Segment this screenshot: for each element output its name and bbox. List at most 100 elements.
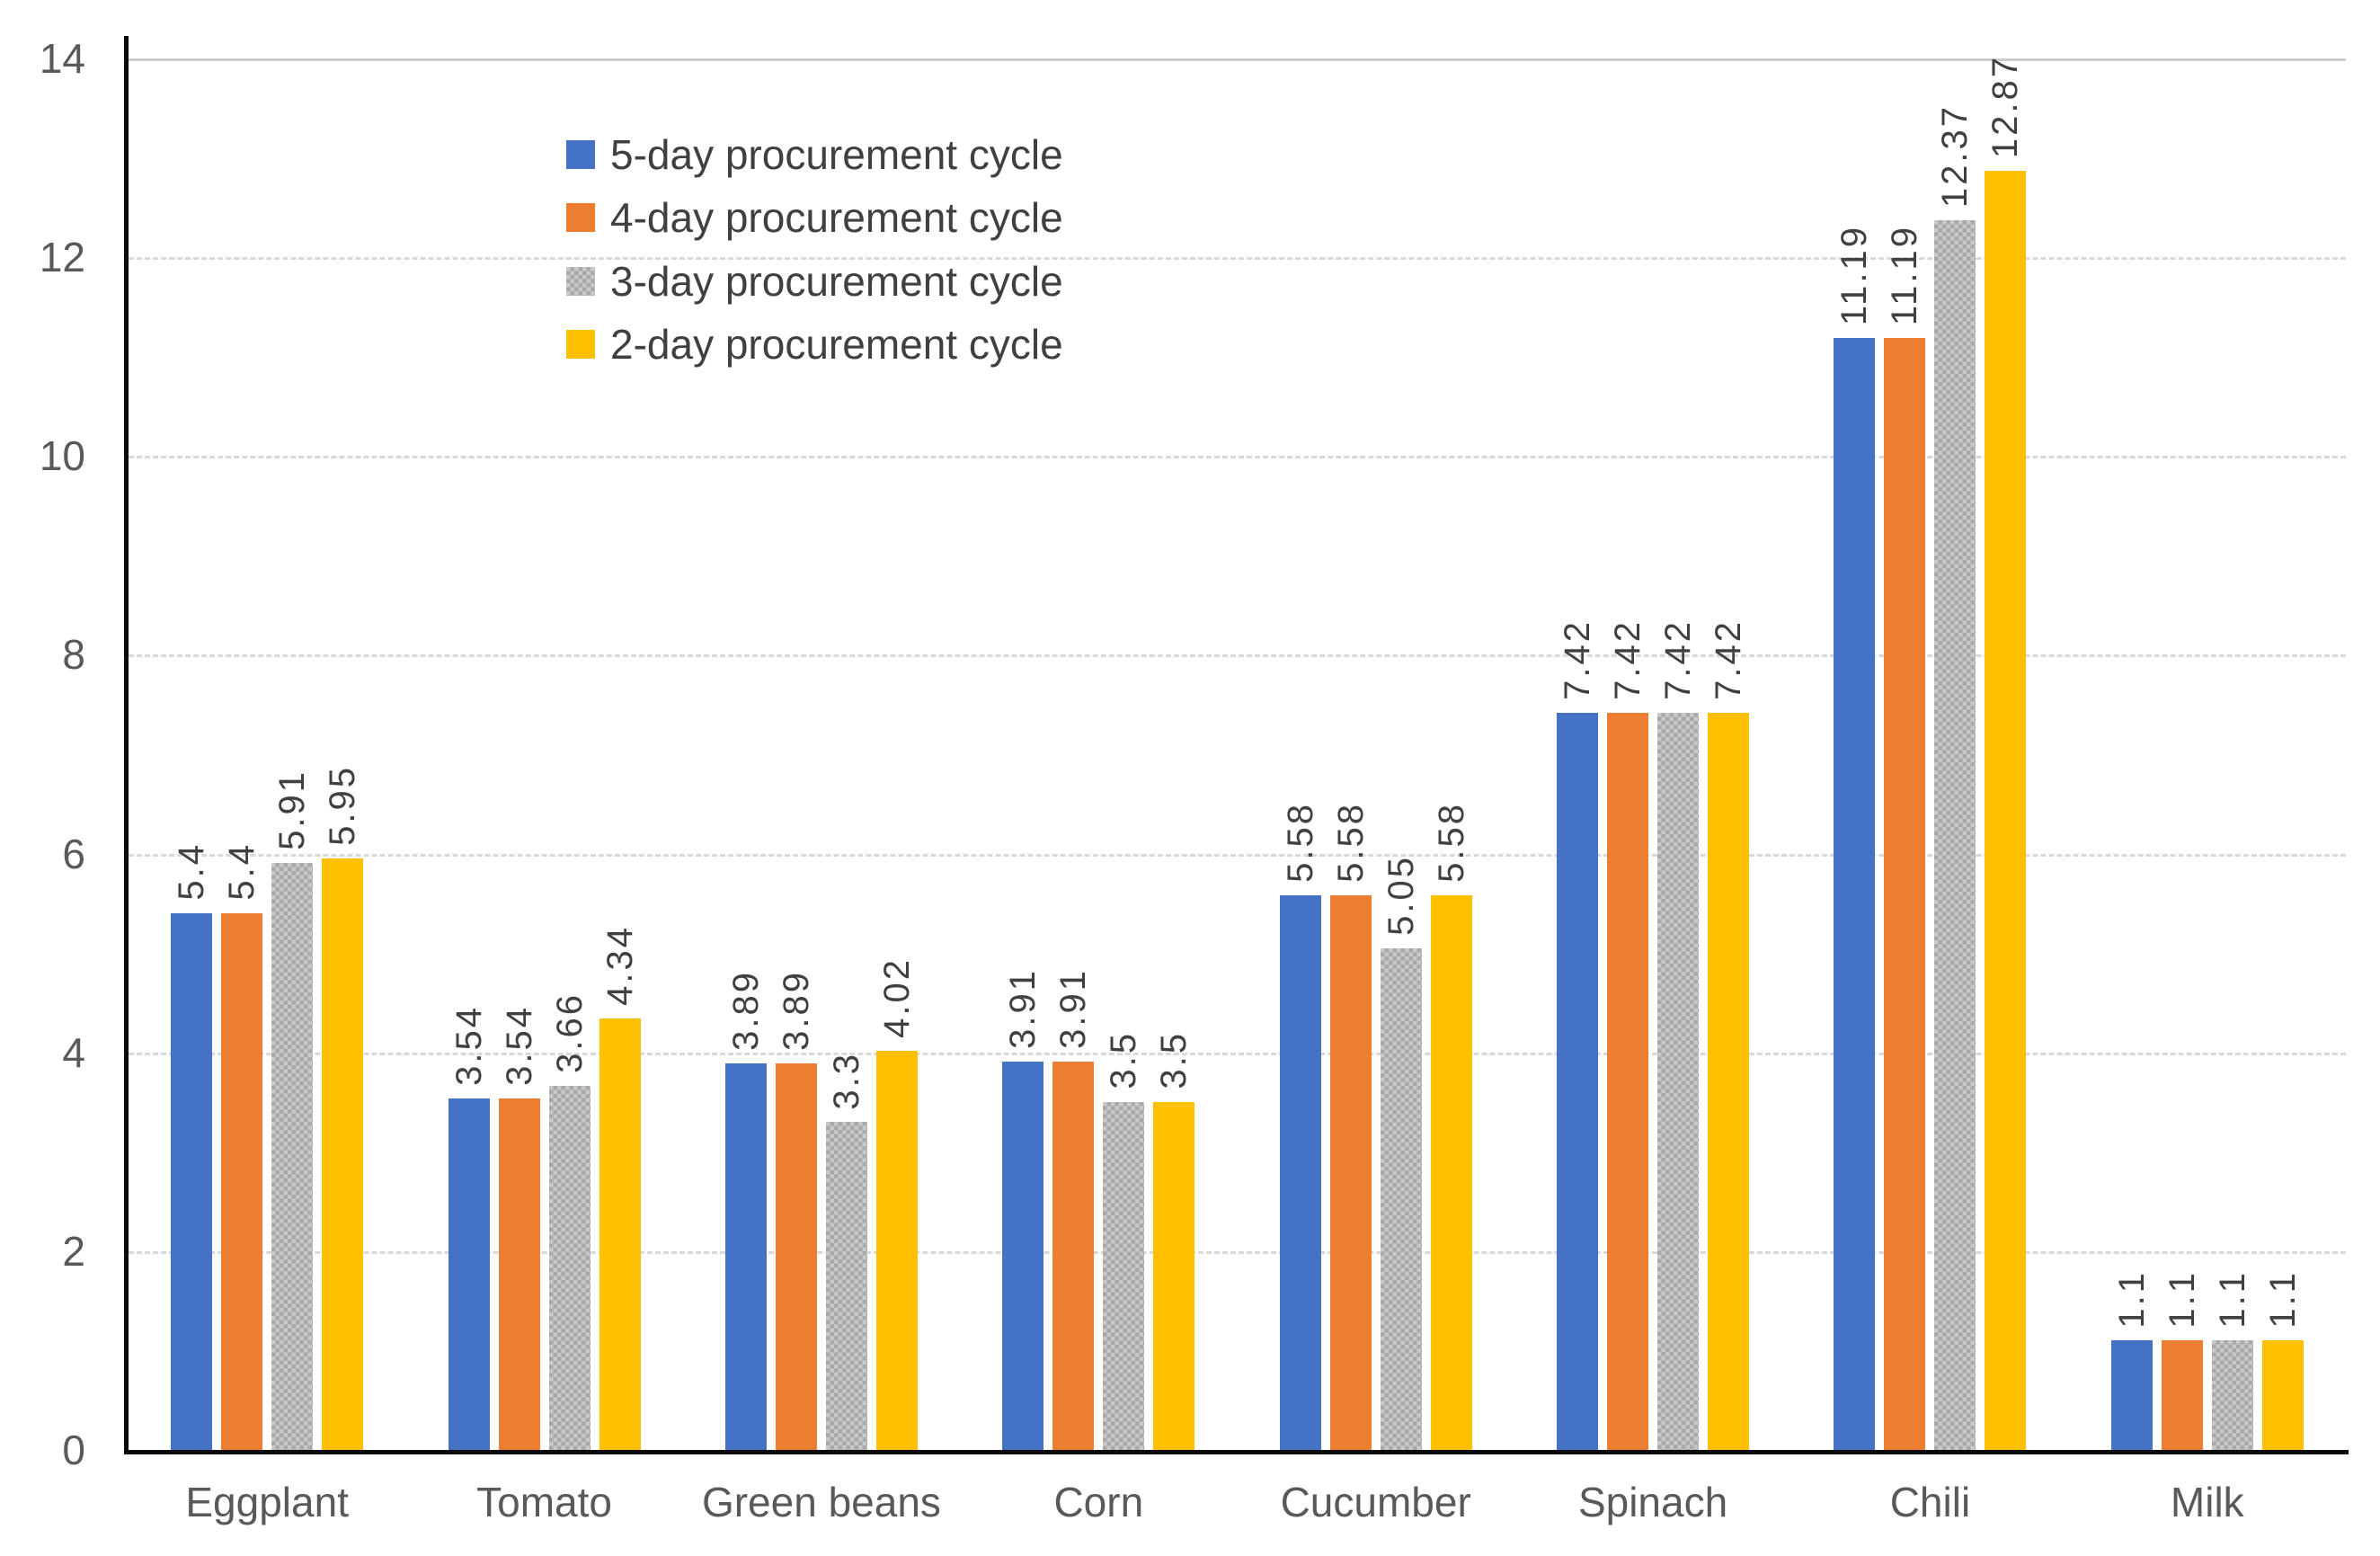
bar-green-beans-series-4: 4.02 bbox=[875, 957, 918, 1450]
bar-value-label: 11.19 bbox=[1885, 224, 1925, 325]
bar-value-label: 5.95 bbox=[323, 765, 363, 847]
bar-value-label: 11.19 bbox=[1834, 224, 1875, 325]
category-label-cucumber: Cucumber bbox=[1280, 1479, 1471, 1525]
bar-tomato-series-4: 4.34 bbox=[599, 925, 641, 1450]
bar-corn-series-2: 3.91 bbox=[1052, 968, 1095, 1450]
bar-value-label: 5.58 bbox=[1431, 802, 1471, 884]
bar-eggplant-series-2: 5.4 bbox=[221, 842, 263, 1450]
bar-cucumber-series-1: 5.58 bbox=[1279, 802, 1321, 1450]
bar-cucumber-series-2: 5.58 bbox=[1329, 802, 1372, 1450]
legend-label: 5-day procurement cycle bbox=[610, 131, 1063, 178]
x-axis-line bbox=[124, 1450, 2349, 1454]
bar-eggplant-series-3: 5.91 bbox=[271, 769, 314, 1450]
bar-group-green-beans: 3.89 3.89 3.3 4.02 bbox=[683, 58, 960, 1450]
bar-groups: 5.4 5.4 5.91 5.95 3.54 3.54 3.66 4.34 3.89 3.89 3.… bbox=[129, 55, 2346, 1450]
bar-group-cucumber: 5.58 5.58 5.05 5.58 bbox=[1238, 58, 1514, 1450]
bar-spinach-series-1: 7.42 bbox=[1557, 619, 1599, 1450]
bar-value-label: 3.91 bbox=[1003, 967, 1043, 1049]
gridline-14 bbox=[129, 58, 2346, 61]
bar-spinach-series-2: 7.42 bbox=[1607, 619, 1649, 1450]
category-label-corn: Corn bbox=[1053, 1479, 1144, 1525]
bar-milk-series-1: 1.1 bbox=[2110, 1270, 2153, 1450]
legend-swatch-icon bbox=[566, 203, 595, 233]
gridline-4 bbox=[129, 1052, 2346, 1055]
bar-group-chili: 11.19 11.19 12.37 12.87 bbox=[1791, 55, 2068, 1450]
y-axis-label-12: 12 bbox=[39, 234, 85, 281]
bar-milk-series-4: 1.1 bbox=[2261, 1270, 2304, 1450]
bar-value-label: 12.87 bbox=[1985, 54, 2026, 158]
bar-value-label: 3.66 bbox=[549, 992, 590, 1074]
bar-value-label: 7.42 bbox=[1658, 618, 1699, 700]
legend-item-3-day-procurement-cycle: 3-day procurement cycle bbox=[566, 257, 1063, 305]
gridline-10 bbox=[129, 456, 2346, 459]
y-axis-label-6: 6 bbox=[62, 830, 85, 877]
bar-value-label: 3.54 bbox=[499, 1004, 539, 1086]
bar-value-label: 3.5 bbox=[1154, 1031, 1194, 1089]
bar-green-beans-series-2: 3.89 bbox=[775, 970, 817, 1450]
legend-label: 3-day procurement cycle bbox=[610, 257, 1063, 305]
y-axis-label-10: 10 bbox=[39, 432, 85, 480]
y-axis-label-4: 4 bbox=[62, 1028, 85, 1076]
y-axis-labels: 0 2 4 6 8 10 12 14 bbox=[0, 38, 85, 1471]
legend-label: 4-day procurement cycle bbox=[610, 194, 1063, 242]
bar-value-label: 1.1 bbox=[2212, 1269, 2252, 1329]
bar-tomato-series-3: 3.66 bbox=[548, 992, 591, 1450]
gridline-2 bbox=[129, 1250, 2346, 1254]
bar-tomato-series-1: 3.54 bbox=[448, 1005, 490, 1450]
legend-swatch-icon bbox=[566, 330, 595, 360]
bar-value-label: 5.4 bbox=[222, 842, 262, 901]
category-label-milk: Milk bbox=[2170, 1479, 2244, 1525]
bar-value-label: 5.58 bbox=[1280, 802, 1320, 884]
legend-label: 2-day procurement cycle bbox=[610, 320, 1063, 368]
bar-value-label: 5.05 bbox=[1381, 854, 1421, 936]
bar-value-label: 3.5 bbox=[1104, 1031, 1144, 1089]
bar-value-label: 3.89 bbox=[725, 970, 766, 1051]
category-label-green-beans: Green beans bbox=[701, 1479, 941, 1525]
bar-cucumber-series-4: 5.58 bbox=[1430, 802, 1472, 1450]
bar-value-label: 1.1 bbox=[2162, 1269, 2202, 1329]
bar-chili-series-1: 11.19 bbox=[1834, 225, 1876, 1450]
bar-spinach-series-3: 7.42 bbox=[1657, 619, 1700, 1450]
bar-corn-series-3: 3.5 bbox=[1103, 1031, 1145, 1450]
gridline-12 bbox=[129, 257, 2346, 261]
bar-corn-series-1: 3.91 bbox=[1002, 968, 1044, 1450]
bar-group-spinach: 7.42 7.42 7.42 7.42 bbox=[1514, 58, 1791, 1450]
bar-value-label: 3.54 bbox=[448, 1004, 489, 1086]
bar-value-label: 4.02 bbox=[876, 956, 917, 1038]
bar-green-beans-series-1: 3.89 bbox=[724, 970, 767, 1450]
gridline-8 bbox=[129, 654, 2346, 658]
bar-chili-series-2: 11.19 bbox=[1884, 225, 1926, 1450]
bar-corn-series-4: 3.5 bbox=[1153, 1031, 1195, 1450]
bar-milk-series-3: 1.1 bbox=[2211, 1270, 2253, 1450]
bar-value-label: 3.3 bbox=[826, 1051, 866, 1110]
legend-swatch-icon bbox=[566, 140, 595, 170]
legend: 5-day procurement cycle 4-day procurement… bbox=[566, 133, 1063, 386]
y-axis-label-0: 0 bbox=[62, 1427, 85, 1473]
bar-value-label: 5.4 bbox=[172, 842, 212, 901]
category-label-chili: Chili bbox=[1889, 1479, 1971, 1525]
y-axis-label-2: 2 bbox=[62, 1227, 85, 1275]
category-label-spinach: Spinach bbox=[1577, 1479, 1728, 1525]
bar-value-label: 5.91 bbox=[272, 769, 313, 850]
y-axis-label-8: 8 bbox=[62, 631, 85, 679]
bar-value-label: 7.42 bbox=[1608, 618, 1648, 700]
bar-value-label: 1.1 bbox=[2111, 1269, 2152, 1329]
bar-chili-series-4: 12.87 bbox=[1985, 55, 2027, 1450]
bar-chili-series-3: 12.37 bbox=[1934, 104, 1976, 1450]
bar-value-label: 7.42 bbox=[1709, 618, 1749, 700]
category-label-tomato: Tomato bbox=[476, 1479, 612, 1525]
bar-group-milk: 1.1 1.1 1.1 1.1 bbox=[2069, 58, 2346, 1450]
bar-group-eggplant: 5.4 5.4 5.91 5.95 bbox=[129, 58, 405, 1450]
bar-value-label: 3.89 bbox=[776, 970, 816, 1051]
legend-item-4-day-procurement-cycle: 4-day procurement cycle bbox=[566, 194, 1063, 242]
bar-value-label: 3.91 bbox=[1053, 967, 1094, 1049]
bar-group-tomato: 3.54 3.54 3.66 4.34 bbox=[405, 58, 682, 1450]
category-label-eggplant: Eggplant bbox=[185, 1479, 349, 1525]
plot-area: 5.4 5.4 5.91 5.95 3.54 3.54 3.66 4.34 3.89 3.89 3.… bbox=[129, 55, 2346, 1450]
bar-value-label: 1.1 bbox=[2262, 1269, 2303, 1329]
x-axis-labels: Eggplant Tomato Green beans Corn Cucumber Spi… bbox=[129, 1481, 2346, 1523]
legend-item-5-day-procurement-cycle: 5-day procurement cycle bbox=[566, 133, 1063, 176]
legend-swatch-icon bbox=[566, 266, 595, 296]
bar-spinach-series-4: 7.42 bbox=[1708, 619, 1750, 1450]
